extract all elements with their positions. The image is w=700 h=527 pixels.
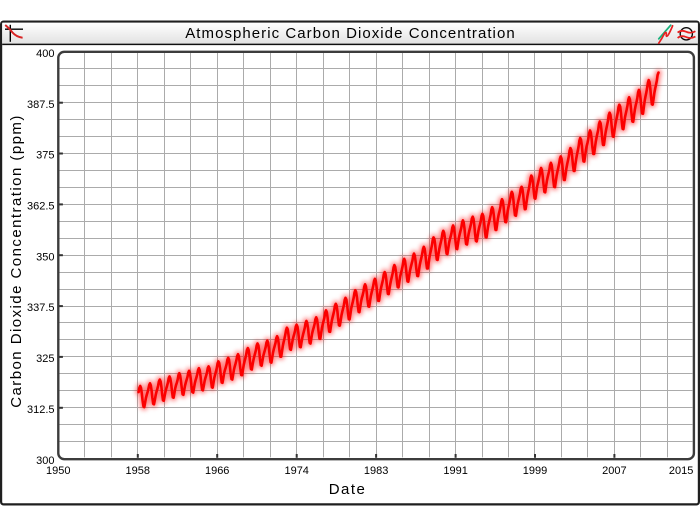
- svg-text:387.5: 387.5: [27, 99, 55, 111]
- svg-text:1950: 1950: [46, 465, 70, 477]
- svg-text:400: 400: [36, 48, 54, 60]
- svg-text:1999: 1999: [523, 465, 547, 477]
- svg-text:325: 325: [36, 353, 54, 365]
- svg-text:2015: 2015: [669, 465, 693, 477]
- svg-text:375: 375: [36, 150, 54, 162]
- svg-text:312.5: 312.5: [27, 404, 55, 416]
- svg-text:1958: 1958: [126, 465, 150, 477]
- svg-text:1974: 1974: [284, 465, 308, 477]
- svg-text:300: 300: [36, 455, 54, 467]
- svg-text:Carbon Dioxide Concentration (: Carbon Dioxide Concentration (ppm): [8, 114, 25, 408]
- svg-text:362.5: 362.5: [27, 201, 55, 213]
- svg-text:2007: 2007: [602, 465, 626, 477]
- svg-text:Date: Date: [329, 481, 367, 498]
- svg-text:1966: 1966: [205, 465, 229, 477]
- svg-text:350: 350: [36, 251, 54, 263]
- svg-text:337.5: 337.5: [27, 302, 55, 314]
- svg-text:1991: 1991: [443, 465, 467, 477]
- svg-text:Atmospheric Carbon Dioxide Con: Atmospheric Carbon Dioxide Concentration: [185, 25, 515, 42]
- svg-text:1983: 1983: [364, 465, 388, 477]
